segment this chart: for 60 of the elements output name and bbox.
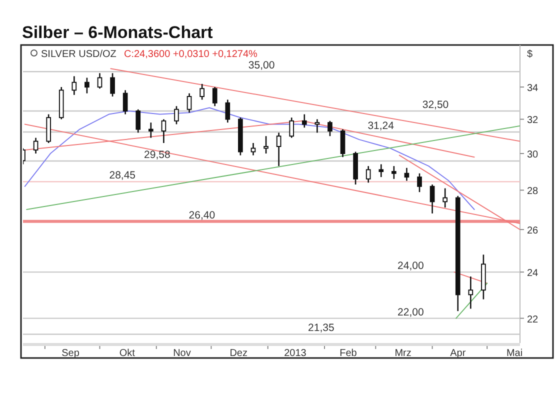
candlestick bbox=[404, 167, 410, 182]
ref-line-label: 26,40 bbox=[188, 209, 216, 222]
candlestick bbox=[417, 172, 422, 193]
candlestick bbox=[148, 122, 154, 138]
candlestick bbox=[225, 99, 230, 124]
x-tick-label: Mrz bbox=[394, 348, 412, 359]
y-axis-title: $ bbox=[527, 49, 533, 60]
y-tick-label: 28 bbox=[527, 186, 539, 198]
ref-line-label: 22,00 bbox=[398, 306, 424, 318]
candlestick bbox=[276, 132, 282, 167]
ref-line-label: 28,45 bbox=[109, 170, 136, 182]
candlestick bbox=[72, 76, 77, 96]
candlestick bbox=[33, 137, 38, 154]
candlestick bbox=[289, 116, 294, 138]
candlestick bbox=[97, 72, 102, 90]
candlestick bbox=[442, 188, 448, 208]
annotation: C:24,3600 +0,0310 +0,1274% bbox=[124, 49, 258, 60]
candlestick bbox=[430, 184, 435, 214]
chart-title: Silber – 6-Monats-Chart bbox=[22, 23, 214, 42]
candlestick bbox=[340, 128, 346, 158]
candlestick bbox=[212, 86, 218, 107]
candlestick bbox=[174, 105, 179, 125]
candlestick bbox=[468, 276, 474, 310]
ref-line-label: 24,00 bbox=[398, 260, 424, 272]
x-tick-label: Apr bbox=[450, 348, 466, 359]
candlestick bbox=[302, 114, 307, 128]
x-tick-label: 2013 bbox=[284, 348, 307, 359]
y-tick-label: 30 bbox=[527, 150, 539, 161]
x-tick-label: Dez bbox=[230, 348, 248, 359]
chart-subtitle: SILVER USD/OZ bbox=[41, 49, 116, 60]
candlestick bbox=[328, 120, 332, 137]
candlestick bbox=[84, 77, 90, 94]
candlestick bbox=[46, 114, 51, 144]
y-tick-label: 26 bbox=[527, 226, 539, 237]
ref-line-label: 29,58 bbox=[144, 149, 170, 162]
x-tick-label: Mai bbox=[506, 348, 523, 359]
y-tick-label: 34 bbox=[527, 83, 539, 94]
candlestick bbox=[200, 83, 204, 100]
y-tick-label: 32 bbox=[527, 115, 539, 126]
ref-line-label: 31,24 bbox=[368, 120, 394, 132]
candlestick bbox=[250, 142, 256, 156]
candlestick bbox=[264, 135, 268, 154]
candlestick bbox=[161, 118, 166, 144]
x-tick-label: Sep bbox=[62, 348, 80, 359]
x-tick-label: Feb bbox=[340, 348, 358, 359]
ref-line-label: 32,50 bbox=[422, 99, 449, 112]
candlestick bbox=[122, 90, 128, 115]
x-tick-label: Okt bbox=[119, 348, 136, 359]
candlestick bbox=[378, 164, 384, 178]
candlestick bbox=[366, 165, 371, 184]
candlestick bbox=[136, 108, 141, 134]
x-tick-label: Nov bbox=[173, 348, 191, 359]
ref-line-label: 21,35 bbox=[308, 322, 334, 334]
candlestick bbox=[314, 118, 320, 134]
ref-line-label: 35,00 bbox=[248, 60, 275, 72]
y-tick-label: 24 bbox=[527, 268, 539, 280]
candlestick bbox=[392, 165, 396, 180]
candlestick bbox=[186, 92, 192, 114]
candlestick bbox=[110, 72, 115, 98]
y-tick-label: 22 bbox=[527, 314, 539, 326]
